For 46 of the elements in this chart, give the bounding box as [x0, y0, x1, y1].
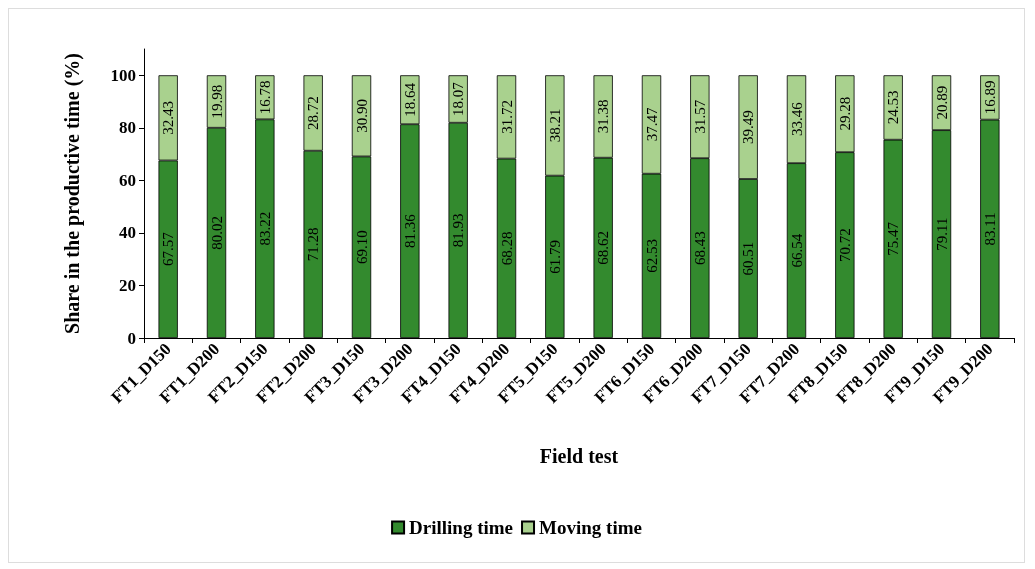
data-label: 31.72 — [498, 100, 515, 134]
data-label: 18.64 — [401, 82, 418, 117]
data-label: 19.98 — [208, 84, 225, 119]
data-label: 33.46 — [788, 101, 805, 137]
data-label: 16.89 — [981, 80, 998, 115]
data-label: 16.78 — [256, 80, 273, 115]
data-label: 37.47 — [643, 107, 660, 142]
data-label: 29.28 — [836, 96, 853, 131]
data-label: 81.93 — [450, 213, 467, 248]
data-label: 83.22 — [256, 211, 273, 246]
data-label: 66.54 — [788, 233, 805, 268]
data-label: 31.57 — [691, 99, 708, 134]
data-label: 69.10 — [353, 230, 370, 265]
y-tick-label: 0 — [127, 328, 136, 348]
data-label: 62.53 — [643, 238, 660, 273]
legend-label: Moving time — [539, 517, 642, 538]
y-tick-label: 60 — [119, 170, 136, 190]
data-label: 18.07 — [450, 81, 467, 116]
data-label: 60.51 — [740, 241, 757, 276]
x-axis-title: Field test — [539, 445, 619, 467]
data-label: 79.11 — [933, 217, 950, 251]
data-label: 24.53 — [885, 90, 902, 125]
y-axis-title: Share in the productive time (%) — [61, 53, 84, 334]
data-label: 28.72 — [305, 96, 322, 130]
data-label: 71.28 — [305, 227, 322, 262]
data-label: 70.72 — [836, 228, 853, 262]
y-tick-label: 80 — [119, 118, 136, 138]
data-label: 68.62 — [595, 230, 612, 265]
data-label: 75.47 — [885, 221, 902, 256]
data-label: 38.21 — [546, 108, 563, 143]
data-label: 39.49 — [740, 110, 757, 145]
data-label: 30.90 — [353, 98, 370, 133]
legend-label: Drilling time — [409, 517, 514, 538]
y-tick-label: 20 — [119, 275, 136, 295]
data-label: 68.43 — [691, 231, 708, 265]
data-label: 81.36 — [401, 213, 418, 248]
data-label: 83.11 — [981, 212, 998, 246]
y-tick-label: 40 — [119, 223, 136, 243]
data-label: 68.28 — [498, 231, 515, 266]
data-label: 80.02 — [208, 216, 225, 250]
data-label: 67.57 — [160, 231, 177, 267]
y-tick-label: 100 — [110, 65, 136, 85]
data-label: 31.38 — [595, 99, 612, 134]
data-label: 20.89 — [933, 85, 950, 120]
data-label: 32.43 — [160, 101, 177, 135]
data-label: 61.79 — [546, 239, 563, 274]
